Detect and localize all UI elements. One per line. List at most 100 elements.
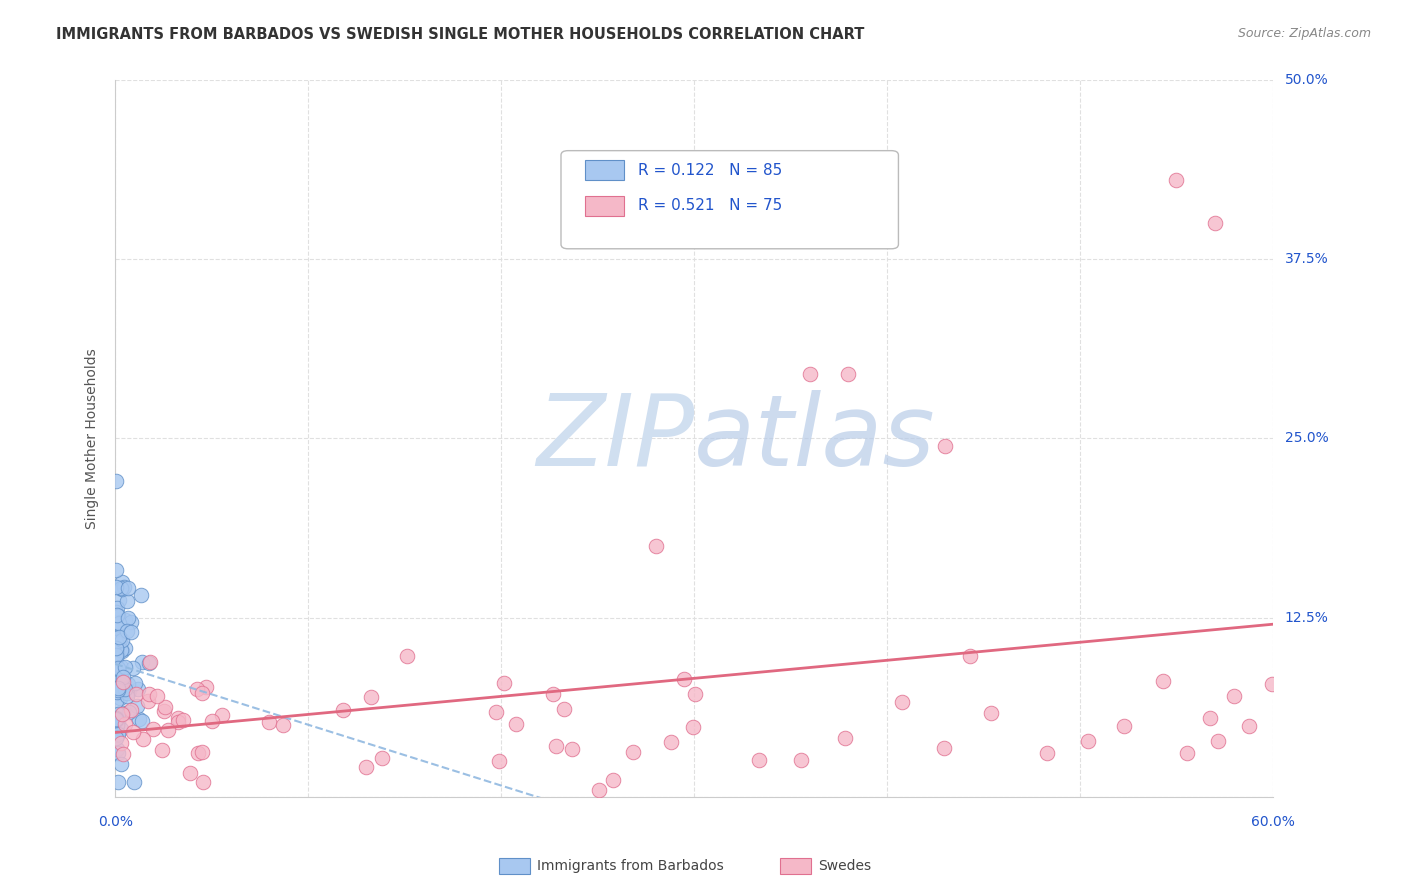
Point xyxy=(354,760,377,774)
Point xyxy=(107,685,129,699)
Point xyxy=(105,601,128,615)
Point xyxy=(834,731,856,745)
Point xyxy=(117,677,139,691)
Point xyxy=(110,670,132,684)
Point xyxy=(107,727,129,741)
Point xyxy=(110,756,132,771)
Point xyxy=(789,753,811,767)
Point xyxy=(110,723,132,737)
Point xyxy=(105,712,128,726)
Point xyxy=(332,703,354,717)
Point xyxy=(121,660,143,674)
Point xyxy=(685,687,707,701)
Text: ZIP: ZIP xyxy=(536,390,695,487)
Point xyxy=(105,634,128,648)
Point xyxy=(131,714,153,728)
Text: 60.0%: 60.0% xyxy=(1251,814,1295,829)
Point xyxy=(211,708,233,723)
Point xyxy=(117,581,139,595)
Point xyxy=(111,707,134,722)
Point xyxy=(138,687,160,701)
Point xyxy=(108,632,131,646)
Point xyxy=(179,765,201,780)
Point xyxy=(108,677,131,691)
Point xyxy=(146,690,169,704)
Point xyxy=(1223,690,1246,704)
Point xyxy=(1152,673,1174,688)
Point xyxy=(150,742,173,756)
Point xyxy=(115,689,138,703)
Point xyxy=(553,701,575,715)
Point xyxy=(201,714,224,729)
Point xyxy=(136,694,159,708)
Point xyxy=(124,675,146,690)
Point xyxy=(124,686,146,700)
Point xyxy=(1206,733,1229,747)
Point xyxy=(105,640,128,655)
Point xyxy=(107,616,129,631)
Point xyxy=(621,746,644,760)
Point xyxy=(799,367,821,381)
Point xyxy=(105,580,128,594)
Text: atlas: atlas xyxy=(695,390,936,487)
Point xyxy=(543,687,565,701)
Point xyxy=(107,662,129,676)
Point xyxy=(1204,216,1226,230)
Point xyxy=(187,746,209,760)
Point xyxy=(105,650,128,665)
Point xyxy=(105,685,128,699)
Point xyxy=(111,574,134,589)
Point xyxy=(155,700,177,714)
Point xyxy=(110,736,132,750)
Point xyxy=(107,775,129,789)
Text: 0.0%: 0.0% xyxy=(98,814,132,829)
Point xyxy=(934,438,956,452)
Point xyxy=(505,717,527,731)
Point xyxy=(129,588,152,602)
Point xyxy=(127,681,149,696)
Point xyxy=(105,475,128,489)
Point xyxy=(105,641,128,656)
Point xyxy=(105,622,128,636)
Point xyxy=(120,625,142,640)
Point xyxy=(105,720,128,734)
Point xyxy=(114,613,136,627)
Point xyxy=(673,672,696,686)
Point xyxy=(111,582,134,596)
Point xyxy=(561,742,583,756)
Point xyxy=(107,609,129,624)
Point xyxy=(125,698,148,713)
Point xyxy=(105,694,128,708)
Point xyxy=(396,649,419,664)
Point xyxy=(1114,719,1136,733)
Point xyxy=(120,703,142,717)
Point xyxy=(105,713,128,727)
Point xyxy=(108,593,131,607)
Point xyxy=(110,582,132,596)
Point xyxy=(107,683,129,698)
Point xyxy=(132,731,155,746)
Point xyxy=(105,717,128,731)
Point xyxy=(837,367,859,381)
Point xyxy=(959,649,981,664)
Point xyxy=(191,745,214,759)
Point xyxy=(107,706,129,721)
Point xyxy=(108,616,131,631)
Point xyxy=(138,657,160,671)
Point xyxy=(107,661,129,675)
Point xyxy=(110,659,132,673)
Text: 37.5%: 37.5% xyxy=(1285,252,1329,266)
Point xyxy=(682,720,704,734)
Point xyxy=(111,747,134,761)
Point xyxy=(138,655,160,669)
Point xyxy=(257,714,280,729)
Point xyxy=(105,731,128,745)
Point xyxy=(488,754,510,768)
Text: 12.5%: 12.5% xyxy=(1285,610,1329,624)
Point xyxy=(122,775,145,789)
Point xyxy=(111,674,134,689)
Point xyxy=(1077,734,1099,748)
Point xyxy=(167,711,190,725)
Point xyxy=(485,705,508,719)
Point xyxy=(492,676,515,690)
